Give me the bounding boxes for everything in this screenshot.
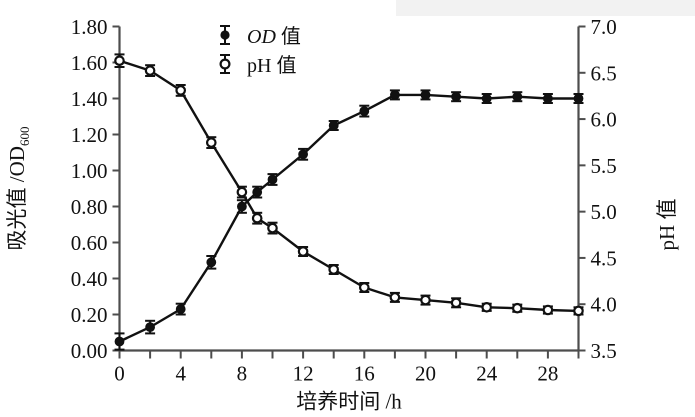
data-point-ph bbox=[297, 246, 309, 257]
data-point-od bbox=[206, 257, 217, 268]
right-axis-tick-label: 4.5 bbox=[591, 246, 617, 270]
data-point-od bbox=[328, 120, 339, 131]
right-axis-tick-label: 7.0 bbox=[591, 15, 617, 39]
y2-axis-title: pH 值 bbox=[655, 199, 679, 251]
data-point-od bbox=[451, 91, 462, 102]
legend-label-od: OD 值 bbox=[247, 25, 301, 48]
right-axis-tick-label: 6.5 bbox=[591, 61, 617, 85]
data-point-ph bbox=[450, 297, 462, 309]
data-point-ph bbox=[114, 55, 125, 66]
data-point-od bbox=[252, 187, 263, 198]
y-axis-title: 吸光值 /OD600 bbox=[5, 127, 32, 251]
data-point-od bbox=[573, 93, 584, 104]
right-axis-tick-label: 5.0 bbox=[591, 200, 617, 224]
x-axis-tick-label: 20 bbox=[415, 362, 436, 386]
data-point-ph bbox=[573, 305, 584, 317]
x-axis-tick-label: 24 bbox=[476, 362, 498, 386]
x-axis-tick-label: 16 bbox=[354, 362, 375, 386]
left-axis-tick-label: 1.60 bbox=[71, 51, 108, 75]
left-axis-tick-label: 0.80 bbox=[71, 195, 108, 219]
data-point-ph bbox=[481, 301, 492, 313]
legend-marker-od bbox=[220, 30, 230, 40]
data-point-ph bbox=[267, 222, 278, 234]
data-point-ph bbox=[328, 264, 339, 275]
x-axis-tick-label: 8 bbox=[237, 362, 248, 386]
data-point-ph bbox=[542, 304, 554, 316]
data-point-ph bbox=[251, 212, 263, 224]
data-point-ph bbox=[389, 292, 401, 303]
legend-marker-ph bbox=[219, 58, 231, 70]
x-axis-tick-label: 4 bbox=[175, 362, 186, 386]
data-point-ph bbox=[236, 186, 248, 198]
data-point-od bbox=[114, 336, 125, 347]
left-axis-tick-label: 1.40 bbox=[71, 87, 108, 111]
legend-label-ph: pH 值 bbox=[247, 54, 296, 77]
left-axis-tick-label: 0.60 bbox=[71, 231, 108, 255]
data-point-od bbox=[420, 90, 431, 100]
right-axis-tick-label: 5.5 bbox=[591, 154, 617, 178]
data-point-od bbox=[390, 90, 400, 100]
data-point-ph bbox=[144, 65, 156, 76]
left-axis-tick-label: 1.80 bbox=[71, 15, 108, 39]
x-axis-tick-label: 12 bbox=[293, 362, 314, 386]
data-point-od bbox=[481, 93, 492, 104]
data-point-ph bbox=[206, 137, 217, 148]
data-point-od bbox=[512, 91, 523, 102]
x-axis-title: 培养时间 /h bbox=[296, 390, 402, 414]
right-axis-tick-label: 6.0 bbox=[591, 108, 617, 132]
left-axis-tick-label: 1.00 bbox=[71, 159, 108, 183]
x-axis-tick-label: 0 bbox=[114, 362, 125, 386]
left-axis-tick-label: 1.20 bbox=[71, 123, 108, 147]
series-line-od bbox=[118, 93, 579, 343]
right-axis-tick-label: 4.0 bbox=[591, 293, 617, 317]
data-point-ph bbox=[358, 282, 370, 293]
top-band-artifact bbox=[396, 0, 695, 16]
data-point-od bbox=[359, 106, 370, 116]
left-axis-tick-label: 0.20 bbox=[71, 303, 108, 327]
data-point-od bbox=[298, 149, 309, 160]
data-point-od bbox=[267, 174, 278, 185]
data-point-ph bbox=[511, 302, 523, 314]
data-point-ph bbox=[420, 294, 431, 306]
x-axis-tick-label: 28 bbox=[537, 362, 558, 386]
data-point-od bbox=[543, 93, 553, 104]
data-point-od bbox=[175, 304, 186, 315]
data-point-od bbox=[237, 201, 247, 212]
right-axis-tick-label: 3.5 bbox=[591, 339, 617, 363]
data-point-ph bbox=[175, 85, 186, 96]
left-axis-tick-label: 0.00 bbox=[71, 339, 108, 363]
left-axis-tick-label: 0.40 bbox=[71, 267, 108, 291]
data-point-od bbox=[145, 322, 156, 333]
